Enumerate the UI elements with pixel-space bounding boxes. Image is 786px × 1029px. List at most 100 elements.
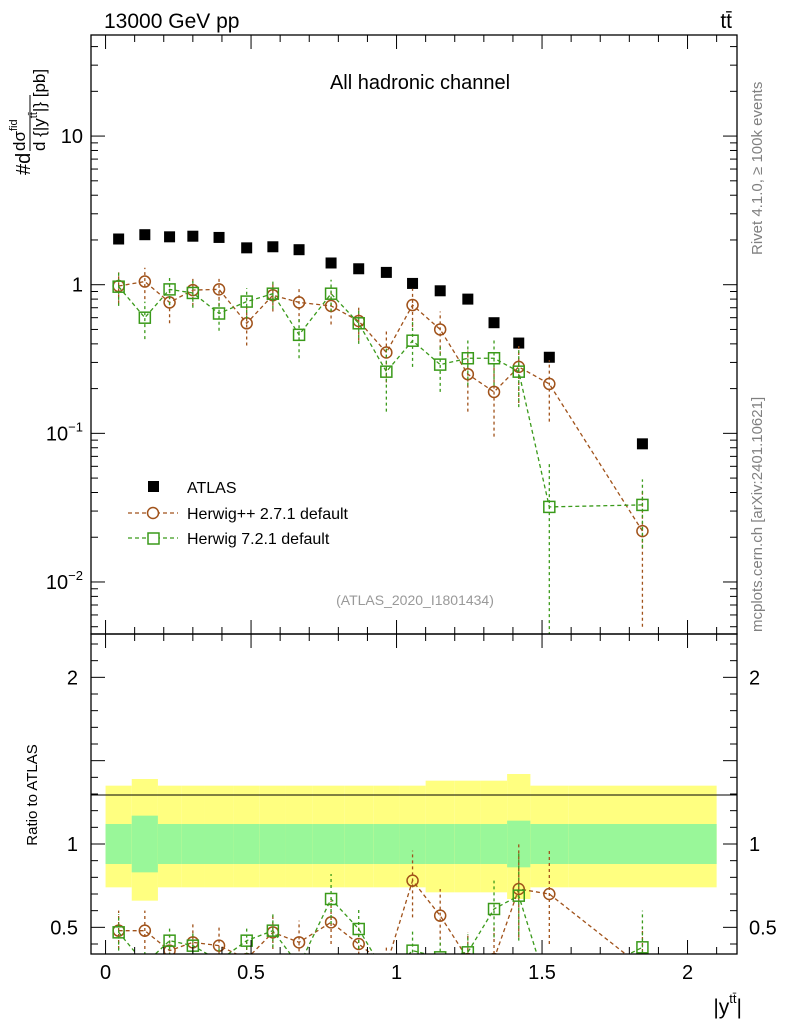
mcplots-label: mcplots.cern.ch [arXiv:2401.10621] bbox=[749, 397, 766, 632]
ratio-point-herwigpp bbox=[433, 909, 447, 922]
x-tick-label: 1.5 bbox=[528, 962, 556, 984]
ratio-line-1 bbox=[118, 879, 627, 954]
data-point-herwigpp bbox=[487, 385, 501, 399]
data-point-atlas bbox=[241, 242, 253, 254]
data-point-herwig7 bbox=[636, 498, 649, 512]
ratio-point-herwig7 bbox=[112, 926, 125, 939]
band-green-bin bbox=[399, 824, 426, 864]
data-point-herwig7 bbox=[406, 334, 419, 347]
ratio-point-herwig7 bbox=[324, 892, 338, 906]
chart-title: All hadronic channel bbox=[330, 72, 510, 94]
ratio-y-tick-label-right: 2 bbox=[749, 667, 760, 689]
data-point-herwigpp bbox=[380, 346, 393, 359]
data-point-herwig7 bbox=[487, 352, 501, 365]
svg-text:d {|ytt̄|} [pb]: d {|ytt̄|} [pb] bbox=[28, 69, 49, 151]
ratio-point-herwigpp bbox=[138, 924, 152, 937]
ylabel-prefix: #d bbox=[13, 153, 35, 175]
ratio-point-herwig7 bbox=[636, 941, 649, 954]
ratio-point-herwigpp bbox=[637, 962, 648, 973]
ratio-point-herwig7 bbox=[487, 902, 501, 916]
ratio-point-herwigpp bbox=[543, 887, 556, 901]
data-point-herwigpp bbox=[292, 296, 306, 309]
data-point-atlas bbox=[325, 257, 337, 269]
data-point-atlas bbox=[407, 277, 419, 289]
band-green-bin bbox=[259, 824, 286, 864]
ratio-y-axis-title: Ratio to ATLAS bbox=[24, 744, 41, 845]
band-green-bin bbox=[233, 824, 260, 864]
data-point-atlas bbox=[293, 244, 305, 256]
rivet-label: Rivet 4.1.0, ≥ 100k events bbox=[749, 82, 766, 255]
data-point-herwig7 bbox=[512, 365, 526, 378]
ratio-point-herwigpp bbox=[512, 882, 526, 896]
ratio-point-herwig7 bbox=[294, 960, 305, 971]
analysis-id: (ATLAS_2020_I1801434) bbox=[336, 592, 494, 608]
main-y-tick-label: 1 bbox=[72, 275, 83, 297]
legend-herwigpp-marker bbox=[146, 506, 160, 520]
band-green-bin bbox=[157, 824, 182, 864]
legend-herwig7-label: Herwig 7.2.1 default bbox=[187, 531, 330, 548]
ratio-point-herwigpp bbox=[464, 952, 472, 954]
ratio-y-tick-label-right: 0.5 bbox=[749, 917, 777, 939]
ratio-point-herwigpp bbox=[490, 952, 498, 954]
data-point-atlas bbox=[636, 438, 648, 450]
data-point-herwigpp bbox=[433, 323, 447, 336]
data-point-herwigpp bbox=[212, 283, 226, 296]
data-point-herwigpp bbox=[543, 377, 556, 391]
legend: ATLAS Herwig++ 2.7.1 default Herwig 7.2.… bbox=[128, 480, 349, 548]
band-green-bin bbox=[425, 824, 455, 864]
ratio-y-tick-label-right: 1 bbox=[749, 834, 760, 856]
legend-atlas-marker bbox=[148, 481, 159, 492]
ratio-point-herwigpp bbox=[406, 874, 419, 887]
data-point-herwig7 bbox=[240, 295, 253, 308]
ylabel-den-sup: tt̄ bbox=[28, 112, 40, 118]
band-green-bin bbox=[480, 824, 508, 864]
data-point-herwigpp bbox=[636, 524, 649, 538]
svg-text:#d: #d bbox=[13, 153, 35, 175]
data-point-herwig7 bbox=[380, 365, 393, 378]
band-green-bin bbox=[344, 824, 374, 864]
header-left: 13000 GeV pp bbox=[104, 10, 239, 33]
band-green-bin bbox=[105, 824, 132, 864]
ratio-point-herwig7 bbox=[163, 934, 176, 947]
data-point-atlas bbox=[164, 231, 176, 243]
data-point-herwig7 bbox=[433, 358, 447, 371]
data-point-herwig7 bbox=[292, 328, 306, 342]
ratio-line-2 bbox=[118, 894, 643, 954]
data-point-herwig7 bbox=[461, 352, 475, 365]
data-point-atlas bbox=[267, 241, 279, 253]
data-point-atlas bbox=[187, 230, 199, 242]
ratio-point-herwig7 bbox=[139, 959, 150, 970]
band-green-bin bbox=[568, 824, 717, 864]
ratio-y-tick-label-left: 0.5 bbox=[50, 917, 78, 939]
data-point-herwig7 bbox=[324, 287, 338, 300]
band-green-bin bbox=[507, 820, 531, 868]
data-point-herwig7 bbox=[112, 280, 125, 293]
data-point-herwigpp bbox=[406, 298, 419, 312]
xlabel-end: | bbox=[737, 996, 742, 1019]
data-point-atlas bbox=[462, 293, 474, 305]
band-green-bin bbox=[204, 824, 234, 864]
data-point-herwig7 bbox=[352, 317, 365, 330]
band-green-bin bbox=[181, 824, 205, 864]
data-point-atlas bbox=[113, 233, 125, 245]
xlabel-base: |y bbox=[713, 996, 729, 1019]
ratio-point-herwig7 bbox=[240, 934, 253, 947]
legend-herwigpp-label: Herwig++ 2.7.1 default bbox=[187, 506, 349, 523]
data-point-herwig7 bbox=[186, 286, 200, 300]
x-tick-label: 0 bbox=[100, 962, 111, 984]
data-point-atlas bbox=[434, 285, 446, 297]
band-green-bin bbox=[312, 824, 345, 864]
band-green-bin bbox=[373, 824, 400, 864]
legend-herwig7-marker bbox=[147, 532, 160, 545]
data-point-atlas bbox=[213, 231, 225, 243]
x-tick-label: 0.5 bbox=[237, 962, 265, 984]
ylabel-num: dσ bbox=[10, 131, 29, 151]
data-point-atlas bbox=[353, 263, 365, 275]
band-green-bin bbox=[285, 824, 313, 864]
series-line-2 bbox=[118, 286, 643, 508]
ratio-point-herwig7 bbox=[544, 989, 555, 1000]
data-point-atlas bbox=[139, 229, 151, 241]
ratio-y-tick-label-left: 1 bbox=[67, 834, 78, 856]
ylabel-den-end: |} [pb] bbox=[30, 69, 49, 112]
header-right: tt̄ bbox=[720, 10, 732, 33]
